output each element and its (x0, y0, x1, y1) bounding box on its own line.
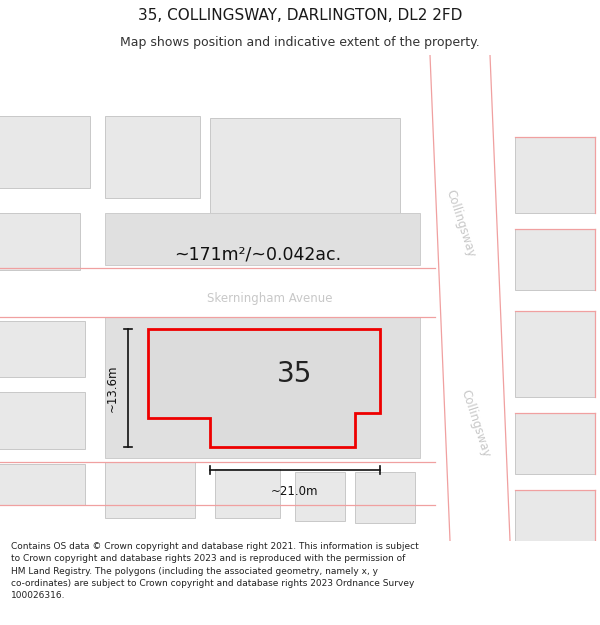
Bar (515, 413, 595, 474)
Bar (295, 472, 345, 521)
Bar (215, 469, 280, 518)
Bar (210, 118, 400, 236)
Bar (0, 214, 80, 270)
Bar (515, 311, 595, 398)
Text: ~13.6m: ~13.6m (106, 364, 119, 411)
Text: 35, COLLINGSWAY, DARLINGTON, DL2 2FD: 35, COLLINGSWAY, DARLINGTON, DL2 2FD (138, 8, 462, 23)
Bar (0, 116, 90, 188)
Text: Collingsway: Collingsway (443, 188, 477, 259)
Bar (105, 317, 420, 458)
Polygon shape (430, 55, 510, 541)
Bar (105, 214, 420, 264)
Text: 35: 35 (277, 360, 313, 388)
Bar (0, 268, 435, 317)
Polygon shape (148, 329, 380, 447)
Bar (515, 137, 595, 214)
Bar (0, 392, 85, 449)
Text: Contains OS data © Crown copyright and database right 2021. This information is : Contains OS data © Crown copyright and d… (11, 542, 419, 600)
Text: ~171m²/~0.042ac.: ~171m²/~0.042ac. (175, 246, 341, 263)
Bar (0, 464, 85, 505)
Bar (0, 321, 85, 377)
Text: Skerningham Avenue: Skerningham Avenue (207, 292, 333, 305)
Bar (515, 229, 595, 290)
Bar (105, 116, 200, 198)
Bar (105, 462, 195, 518)
Bar (355, 472, 415, 523)
Text: ~21.0m: ~21.0m (271, 486, 319, 498)
Text: Collingsway: Collingsway (458, 388, 492, 459)
Text: Map shows position and indicative extent of the property.: Map shows position and indicative extent… (120, 36, 480, 49)
Bar (0, 462, 435, 505)
Bar (515, 489, 595, 541)
